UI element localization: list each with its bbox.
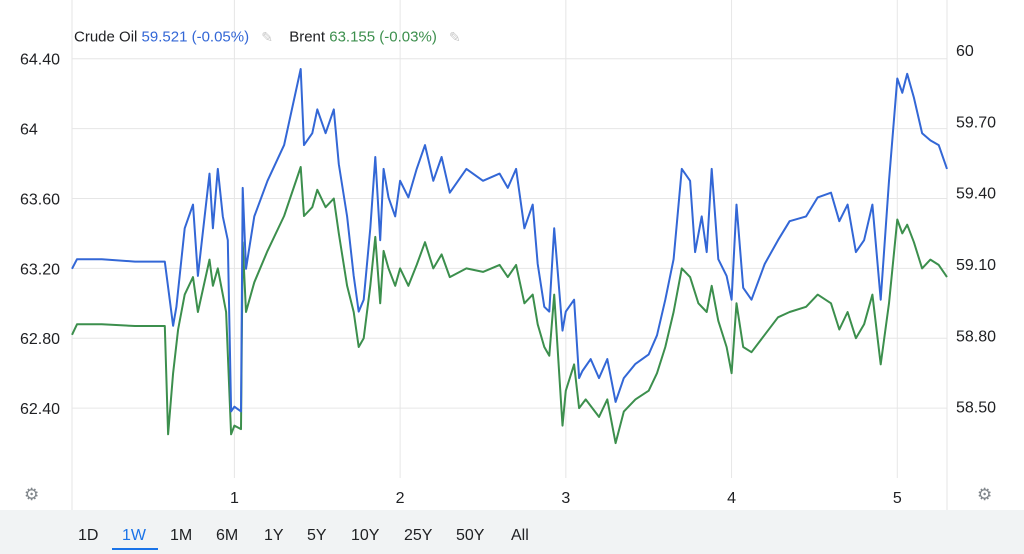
x-axis-tick-label: 3	[561, 490, 570, 507]
left-axis-tick-label: 62.40	[20, 401, 60, 418]
legend-crude-value: 59.521	[141, 28, 188, 46]
right-axis-tick-label: 58.50	[956, 400, 996, 417]
pencil-icon[interactable]: ✎	[261, 28, 274, 45]
x-axis-tick-label: 5	[893, 490, 902, 507]
gear-icon[interactable]: ⚙	[24, 485, 40, 504]
x-axis-tick-label: 1	[230, 490, 239, 507]
range-10y-button[interactable]: 10Y	[351, 527, 380, 544]
price-chart: 62.40 62.80 63.20 63.60 64 64.40 58.50 58.80 59.…	[20, 0, 996, 510]
series-line-brent	[71, 166, 948, 445]
range-6m-button[interactable]: 6M	[216, 527, 239, 544]
active-range-indicator	[112, 548, 158, 550]
legend-brent-change: (-0.03%)	[379, 28, 437, 46]
range-25y-button[interactable]: 25Y	[404, 527, 433, 544]
right-axis-tick-label: 59.70	[956, 114, 996, 131]
range-all-button[interactable]: All	[511, 527, 529, 544]
left-axis-tick-label: 62.80	[20, 331, 60, 348]
series-line-crude-oil	[71, 68, 948, 413]
range-1y-button[interactable]: 1Y	[264, 527, 284, 544]
legend-brent-name: Brent	[289, 28, 326, 46]
right-axis-tick-label: 59.10	[956, 257, 996, 274]
range-1m-button[interactable]: 1M	[170, 527, 193, 544]
right-axis-tick-label: 59.40	[956, 186, 996, 203]
range-5y-button[interactable]: 5Y	[307, 527, 327, 544]
range-50y-button[interactable]: 50Y	[456, 527, 485, 544]
left-axis-tick-label: 64	[20, 122, 38, 139]
x-axis-tick-label: 4	[727, 490, 736, 507]
gear-icon[interactable]: ⚙	[977, 485, 993, 504]
pencil-icon[interactable]: ✎	[449, 28, 461, 45]
legend-crude-change: (-0.05%)	[191, 28, 250, 46]
range-1w-button[interactable]: 1W	[122, 527, 146, 544]
left-axis-tick-label: 63.20	[20, 261, 60, 278]
range-selector	[0, 510, 1024, 554]
left-axis-tick-label: 63.60	[20, 191, 60, 208]
right-axis-tick-label: 60	[956, 43, 974, 60]
chart-legend: Crude Oil 59.521 (-0.05%) ✎ Brent 63.155…	[74, 28, 473, 46]
right-axis-tick-label: 58.80	[956, 328, 996, 345]
x-axis-tick-label: 2	[396, 490, 405, 507]
legend-crude-name: Crude Oil	[74, 28, 138, 46]
left-axis-tick-label: 64.40	[20, 52, 60, 69]
range-1d-button[interactable]: 1D	[78, 527, 99, 544]
legend-brent-value: 63.155	[329, 28, 376, 46]
